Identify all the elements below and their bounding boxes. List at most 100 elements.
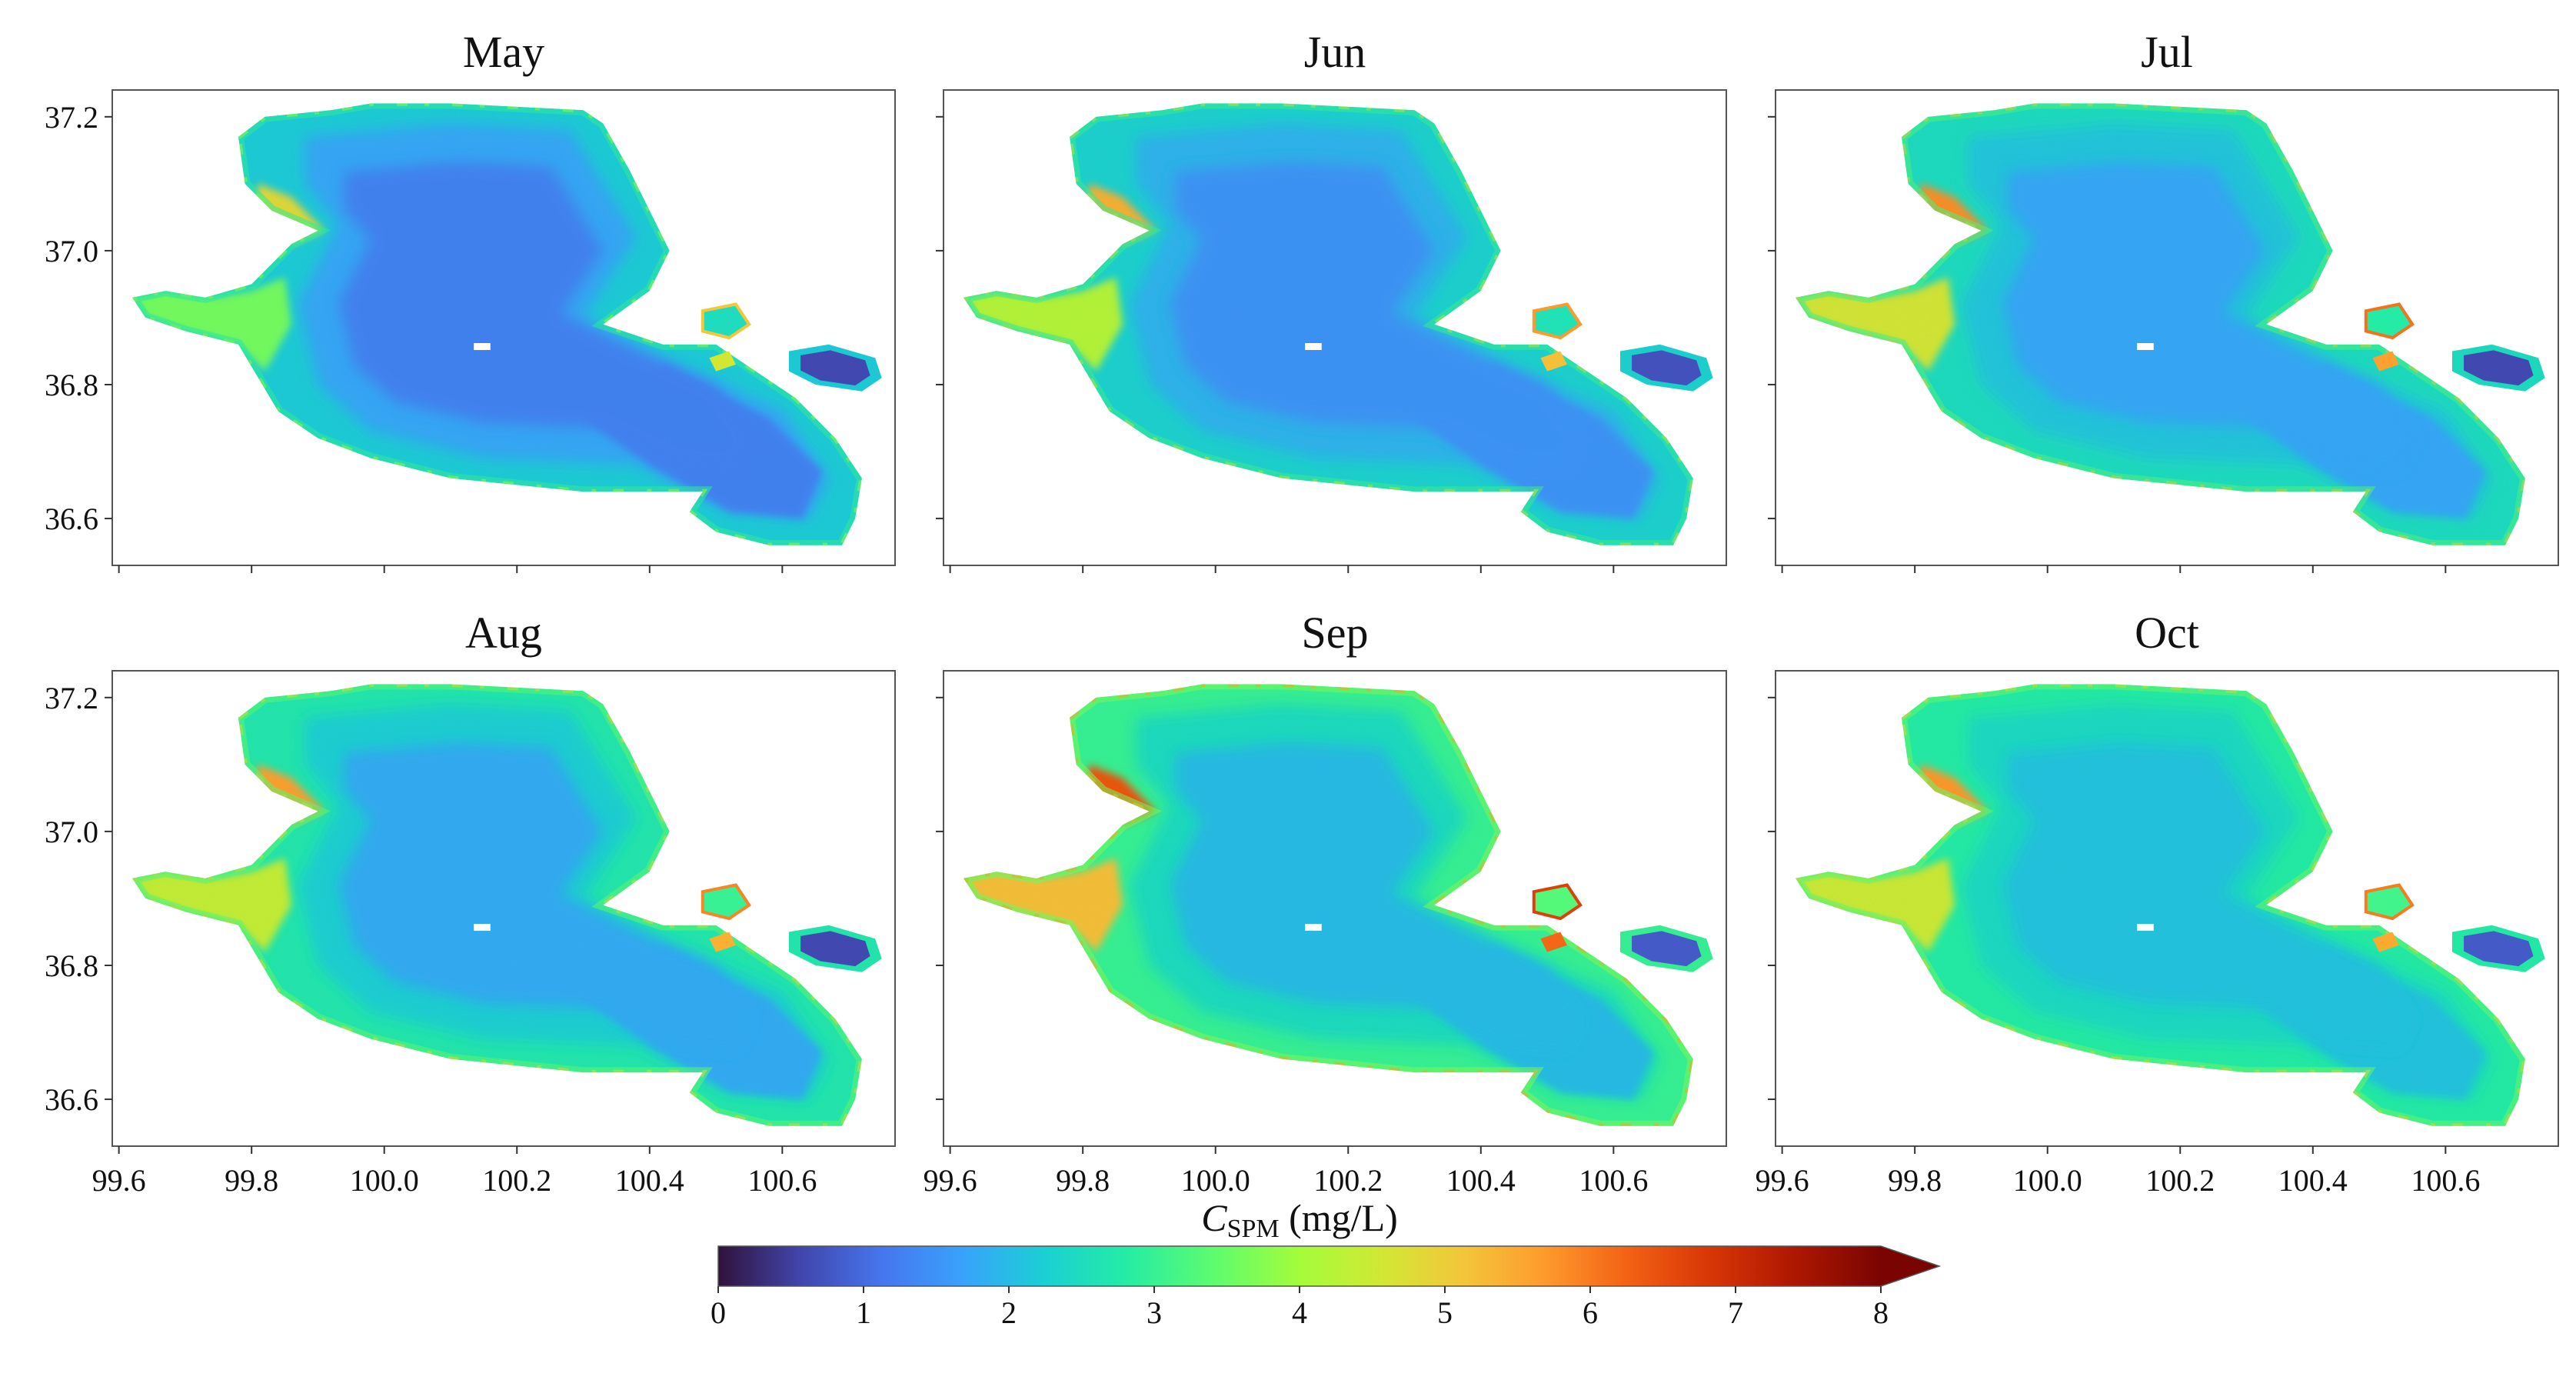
colorbar-tick-label: 5	[1437, 1295, 1453, 1330]
west-bay-jul	[1795, 277, 1955, 372]
lake-offshore-core-oct	[2002, 742, 2416, 1051]
panel-aug: Aug 37.2 37.0 36.8 36.6 99.6 99.8 100.0 100.2 100…	[45, 608, 896, 1198]
masked-pixel-jun	[1305, 343, 1322, 351]
lake-spm-field-may	[131, 103, 862, 545]
x-tick-label: 100.0	[2013, 1163, 2082, 1198]
island-oct	[2364, 883, 2415, 921]
island-may	[701, 302, 751, 340]
x-tick-label: 99.8	[1056, 1163, 1110, 1198]
east-lagoon-jul	[2464, 350, 2534, 386]
panel-sep: Sep 99.6 99.8 100.0 100.2 100.4 100.6	[924, 608, 1727, 1198]
x-tick-label: 100.2	[2145, 1163, 2215, 1198]
y-tick-label: 36.6	[45, 1082, 98, 1117]
colorbar-tick-label: 2	[1001, 1295, 1017, 1330]
lake-spm-field-jun	[963, 103, 1693, 545]
island-aug	[701, 883, 751, 921]
colorbar-outline	[717, 1245, 1942, 1287]
colorbar-tick-label: 1	[856, 1295, 871, 1330]
x-tick-label: 100.0	[350, 1163, 419, 1198]
lake-spm-field-jul	[1795, 103, 2525, 545]
island-sep	[1532, 883, 1583, 921]
islet-jun	[1540, 351, 1567, 372]
panel-title-may: May	[463, 27, 544, 77]
colorbar-tick-label: 3	[1147, 1295, 1162, 1330]
west-bay-may	[131, 277, 291, 372]
x-tick-label: 100.4	[1446, 1163, 1516, 1198]
panel-may: May 37.2 37.0 36.8 36.6	[45, 27, 896, 573]
y-tick-label: 37.2	[45, 681, 98, 715]
x-tick-label: 100.4	[2278, 1163, 2348, 1198]
y-tick-label: 37.2	[45, 100, 98, 135]
east-lagoon-sep	[1632, 931, 1702, 967]
x-tick-label: 99.8	[225, 1163, 278, 1198]
lake-spm-field-sep	[963, 684, 1693, 1126]
x-tick-label: 99.6	[92, 1163, 146, 1198]
masked-pixel-oct	[2137, 924, 2154, 932]
panel-oct: Oct 99.6 99.8 100.0 100.2 100.4 100.6	[1756, 608, 2559, 1198]
y-tick-label: 37.0	[45, 234, 98, 268]
y-tick-label: 37.0	[45, 815, 98, 849]
y-tick-label: 36.6	[45, 502, 98, 536]
x-tick-label: 100.0	[1181, 1163, 1250, 1198]
panel-title-jun: Jun	[1304, 27, 1366, 77]
west-bay-oct	[1795, 858, 1955, 952]
colorbar-gradient	[718, 1246, 1881, 1286]
axes-frame-oct	[1775, 670, 2559, 1147]
axes-frame-jul	[1775, 89, 2559, 566]
island-jun	[1532, 302, 1583, 340]
x-tick-label: 100.2	[482, 1163, 551, 1198]
islet-oct	[2372, 932, 2399, 952]
east-lagoon-may	[800, 350, 870, 386]
y-tick-label: 36.8	[45, 368, 98, 402]
axes-frame-may	[111, 89, 896, 566]
masked-pixel-jul	[2137, 343, 2154, 351]
colorbar-label-unit: (mg/L)	[1280, 1196, 1398, 1239]
panel-title-sep: Sep	[1302, 608, 1369, 658]
x-tick-label: 100.6	[747, 1163, 817, 1198]
panel-jun: Jun	[936, 27, 1727, 573]
panel-title-oct: Oct	[2135, 608, 2199, 658]
lake-offshore-core-jun	[1170, 162, 1584, 470]
x-tick-label: 100.6	[1579, 1163, 1648, 1198]
islet-may	[709, 351, 736, 372]
lake-margin-band-may	[131, 103, 862, 545]
x-tick-label: 99.6	[1756, 1163, 1809, 1198]
colorbar-tick-label: 8	[1873, 1295, 1889, 1330]
islet-sep	[1540, 932, 1567, 952]
lake-offshore-core-aug	[338, 742, 753, 1051]
colorbar-label-symbol: C	[1201, 1196, 1227, 1239]
axes-frame-sep	[943, 670, 1727, 1147]
lake-spm-field-aug	[131, 684, 862, 1126]
islet-jul	[2372, 351, 2399, 372]
lake-offshore-core-may	[338, 162, 753, 470]
masked-pixel-may	[474, 343, 491, 351]
colorbar-label-subscript: SPM	[1227, 1215, 1280, 1243]
colorbar-label: CSPM (mg/L)	[1201, 1196, 1398, 1243]
west-bay-jun	[963, 277, 1123, 372]
lake-margin-band-aug	[131, 684, 862, 1126]
west-bay-sep	[963, 858, 1123, 952]
panel-jul: Jul	[1768, 27, 2559, 573]
colorbar-tick-label: 0	[711, 1295, 726, 1330]
panel-title-aug: Aug	[465, 608, 542, 658]
east-lagoon-jun	[1632, 350, 1702, 386]
panel-title-jul: Jul	[2141, 27, 2193, 77]
west-bay-aug	[131, 858, 291, 952]
islet-aug	[709, 932, 736, 952]
colorbar-tick-label: 7	[1728, 1295, 1743, 1330]
y-tick-label: 36.8	[45, 948, 98, 983]
colorbar-extend-arrow	[1881, 1246, 1939, 1286]
lake-margin-band-oct	[1795, 684, 2525, 1126]
x-tick-label: 100.6	[2411, 1163, 2480, 1198]
masked-pixel-aug	[474, 924, 491, 932]
lake-spm-field-oct	[1795, 684, 2525, 1126]
east-lagoon-oct	[2464, 931, 2534, 967]
colorbar-tick-label: 4	[1292, 1295, 1307, 1330]
lake-offshore-core-sep	[1170, 742, 1584, 1051]
lake-offshore-core-jul	[2002, 162, 2416, 470]
panels: May 37.2 37.0 36.8 36.6 Jun Jul Aug 37.2 37.0 36.8…	[45, 27, 2559, 1198]
island-jul	[2364, 302, 2415, 340]
east-lagoon-aug	[800, 931, 870, 967]
lake-margin-band-jul	[1795, 103, 2525, 545]
